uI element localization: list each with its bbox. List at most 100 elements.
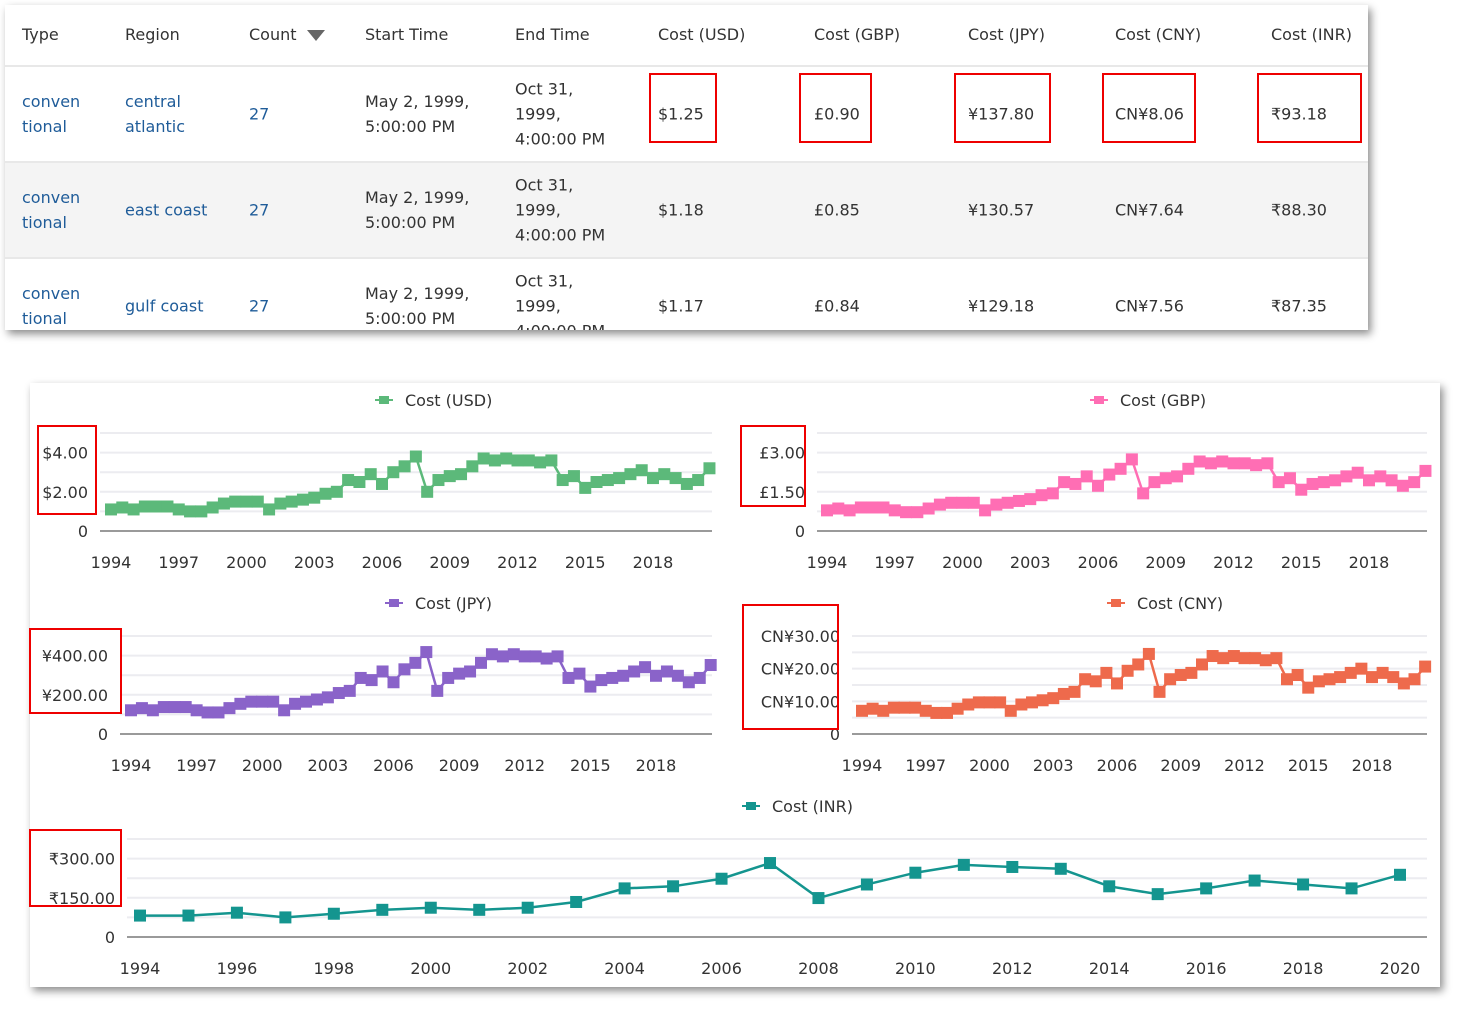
- data-point: [888, 504, 901, 517]
- data-point: [201, 706, 214, 719]
- region-cell[interactable]: east coast: [125, 198, 207, 223]
- legend: Cost (JPY): [385, 594, 492, 613]
- data-point: [1046, 487, 1059, 500]
- x-tick-label: 2000: [226, 553, 267, 572]
- data-point: [983, 696, 996, 709]
- x-tick-label: 2018: [1352, 756, 1393, 775]
- data-point: [229, 495, 242, 508]
- data-point: [1103, 880, 1116, 893]
- type-cell[interactable]: conven tional: [22, 185, 80, 235]
- x-tick-label: 1997: [905, 756, 946, 775]
- x-tick-label: 2015: [1288, 756, 1329, 775]
- cost-cny-cell: CN¥7.64: [1115, 200, 1184, 220]
- data-point: [1001, 496, 1014, 509]
- x-tick-label: 2003: [1010, 553, 1051, 572]
- data-point: [127, 503, 140, 516]
- region-cell-line: gulf coast: [125, 296, 204, 316]
- end-time-cell: Oct 31, 1999, 4:00:00 PM: [515, 173, 605, 248]
- legend: Cost (GBP): [1090, 391, 1206, 410]
- header-region[interactable]: Region: [125, 25, 180, 44]
- data-point: [1363, 474, 1375, 487]
- x-tick-label: 2015: [570, 756, 611, 775]
- header-cost-gbp[interactable]: Cost (GBP): [814, 25, 901, 44]
- cost-cny-cell: CN¥8.06: [1115, 104, 1184, 124]
- data-point: [431, 684, 444, 697]
- region-cell[interactable]: gulf coast: [125, 294, 203, 319]
- data-point: [1283, 472, 1296, 485]
- header-cost-inr[interactable]: Cost (INR): [1271, 25, 1352, 44]
- header-cost-cny[interactable]: Cost (CNY): [1115, 25, 1202, 44]
- end-time-cell-line: 1999,: [515, 200, 561, 220]
- x-tick-label: 1997: [158, 553, 199, 572]
- start-time-cell-line: May 2, 1999,: [365, 92, 470, 111]
- y-tick-label: ¥400.00: [42, 647, 108, 666]
- data-point: [146, 704, 159, 717]
- data-point: [900, 506, 913, 519]
- data-point: [1121, 664, 1134, 677]
- data-point: [1004, 704, 1017, 717]
- data-point: [570, 895, 583, 908]
- data-point: [821, 504, 833, 517]
- data-point: [922, 502, 935, 515]
- count-cell[interactable]: 27: [249, 200, 270, 220]
- data-point: [1259, 654, 1272, 667]
- type-cell-line: tional: [22, 309, 67, 328]
- data-point: [310, 693, 323, 706]
- data-point: [1355, 662, 1368, 675]
- data-point: [1297, 878, 1310, 891]
- data-point: [658, 468, 671, 481]
- data-point: [1340, 470, 1353, 483]
- table-row[interactable]: conven tional east coast 27 May 2, 1999, 5:00…: [5, 163, 1368, 259]
- region-cell-line: east coast: [125, 200, 208, 220]
- data-point: [376, 903, 389, 916]
- data-point: [485, 648, 498, 661]
- header-type[interactable]: Type: [22, 25, 59, 44]
- data-point: [1238, 457, 1251, 470]
- type-cell[interactable]: conven tional: [22, 89, 80, 139]
- table-row[interactable]: conven tional central atlantic 27 May 2, 1999…: [5, 67, 1368, 163]
- data-point: [972, 696, 985, 709]
- data-point: [1024, 493, 1037, 506]
- x-tick-label: 2003: [294, 553, 335, 572]
- count-cell[interactable]: 27: [249, 296, 270, 316]
- type-cell[interactable]: conven tional: [22, 281, 80, 330]
- header-start-time[interactable]: Start Time: [365, 25, 449, 44]
- data-point: [1397, 677, 1410, 690]
- y-tick-label: 0: [78, 522, 88, 541]
- data-point: [1374, 470, 1387, 483]
- data-point: [240, 495, 253, 508]
- count-cell[interactable]: 27: [249, 104, 270, 124]
- data-point: [398, 663, 411, 676]
- data-point: [179, 701, 192, 714]
- region-cell[interactable]: central atlantic: [125, 89, 185, 139]
- data-point: [168, 701, 181, 714]
- header-cost-usd[interactable]: Cost (USD): [658, 25, 746, 44]
- cost-gbp-cell: £0.85: [814, 200, 860, 220]
- y-tick-label: £3.00: [759, 444, 805, 463]
- x-tick-label: 2012: [1213, 553, 1254, 572]
- type-cell-line: conven: [22, 284, 81, 303]
- data-point: [496, 650, 509, 663]
- x-tick-label: 2000: [969, 756, 1010, 775]
- data-point: [930, 706, 943, 719]
- sort-descending-icon[interactable]: [306, 30, 325, 41]
- data-point: [521, 901, 534, 914]
- header-end-time[interactable]: End Time: [515, 25, 590, 44]
- highlight-box: [37, 425, 97, 515]
- data-point: [184, 505, 197, 518]
- cost-usd-cell: $1.18: [658, 200, 704, 220]
- highlight-box: [740, 425, 806, 507]
- y-tick-label: 0: [105, 928, 115, 947]
- header-cost-jpy[interactable]: Cost (JPY): [968, 25, 1045, 44]
- x-tick-label: 1994: [120, 959, 161, 978]
- data-point: [1419, 660, 1432, 673]
- x-tick-label: 2006: [373, 756, 414, 775]
- data-point: [1114, 462, 1127, 475]
- table-row[interactable]: conven tional gulf coast 27 May 2, 1999, 5:00…: [5, 259, 1368, 331]
- data-point: [956, 496, 969, 509]
- type-cell-line: tional: [22, 117, 67, 136]
- data-point: [135, 702, 148, 715]
- data-point: [409, 656, 422, 669]
- data-point: [134, 909, 146, 922]
- header-count[interactable]: Count: [249, 25, 325, 44]
